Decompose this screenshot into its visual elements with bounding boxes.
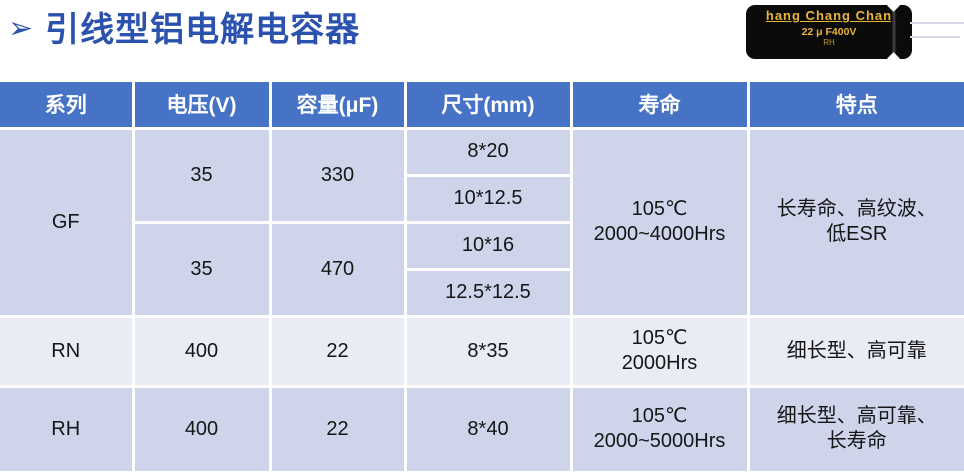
cell-voltage-gf-group2: 35: [133, 220, 272, 318]
arrow-bullet-icon: ➢: [8, 12, 34, 45]
column-header-size: 尺寸(mm): [403, 82, 573, 130]
cell-life-gf: 105℃ 2000~4000Hrs: [569, 126, 750, 318]
cell-capacity-rn: 22: [268, 314, 407, 388]
life-line-2: 2000Hrs: [621, 352, 698, 374]
capacitor-lead-top: [910, 22, 964, 24]
cell-voltage-rh: 400: [131, 384, 272, 471]
life-line-1: 105℃: [631, 405, 688, 428]
capacitor-spec-table: 系列 电压(V) 容量(μF) 尺寸(mm) 寿命 特点 GF 35 330 8…: [0, 82, 964, 471]
table-row-gf-2: 10*12.5: [0, 173, 964, 224]
cell-series-rn: RN: [0, 314, 135, 388]
cell-capacity-rh: 22: [268, 384, 407, 471]
features-line-1: 细长型、高可靠: [786, 339, 927, 362]
table-row-gf-3: 35 470 10*16: [0, 220, 964, 318]
header-row: 系列 电压(V) 容量(μF) 尺寸(mm) 寿命 特点: [0, 82, 964, 130]
capacitor-image: hang Chang Chan 22 μ F400V RH: [718, 4, 964, 62]
features-line-1: 细长型、高可靠、: [776, 405, 937, 428]
features-line-2: 长寿命: [826, 430, 887, 453]
title-row: ➢ 引线型铝电解电容器: [0, 0, 964, 52]
features-line-1: 长寿命、高纹波、: [776, 198, 937, 220]
cell-size-rh: 8*40: [403, 384, 573, 471]
life-line-2: 2000~5000Hrs: [593, 430, 726, 453]
table-row-rn: RN 400 22 8*35 105℃ 2000Hrs 细长型、高可靠: [0, 314, 964, 388]
cell-capacity-gf-group2: 470: [268, 220, 407, 318]
cell-features-rn: 细长型、高可靠: [746, 314, 964, 388]
capacitor-series-text: RH: [823, 38, 835, 47]
table-row-gf-1: GF 35 330 8*20 105℃ 2000~4000Hrs 长寿命、高纹波…: [0, 126, 964, 318]
cell-series-rh: RH: [0, 384, 135, 471]
capacitor-brand-text: hang Chang Chan: [765, 8, 893, 23]
cell-voltage-rn: 400: [131, 314, 272, 388]
features-line-2: 低ESR: [826, 223, 888, 245]
column-header-life: 寿命: [569, 82, 750, 130]
table-row-gf-4: 12.5*12.5: [0, 267, 964, 318]
cell-features-gf: 长寿命、高纹波、 低ESR: [746, 126, 964, 318]
cell-size-rn: 8*35: [403, 314, 573, 388]
capacitor-crimp: [891, 5, 897, 59]
cell-size-gf-4: 12.5*12.5: [405, 267, 571, 318]
column-header-capacity: 容量(μF): [268, 82, 407, 130]
cell-capacity-gf-group1: 330: [268, 126, 407, 224]
cell-life-rn: 105℃ 2000Hrs: [569, 314, 750, 388]
cell-series-gf: GF: [0, 126, 135, 318]
cell-size-gf-1: 8*20: [403, 126, 573, 177]
life-line-1: 105℃: [631, 327, 688, 349]
column-header-series: 系列: [0, 82, 135, 130]
cell-size-gf-3: 10*16: [403, 220, 571, 271]
life-line-1: 105℃: [631, 198, 688, 220]
cell-voltage-gf-group1: 35: [131, 126, 272, 224]
capacitor-body: hang Chang Chan 22 μ F400V RH: [746, 5, 912, 59]
cell-features-rh: 细长型、高可靠、 长寿命: [746, 384, 964, 471]
page-title: 引线型铝电解电容器: [45, 11, 361, 49]
table-row-rh: RH 400 22 8*40 105℃ 2000~5000Hrs 细长型、高可靠…: [0, 384, 964, 471]
capacitor-crimp-notch-bottom: [887, 52, 900, 59]
life-line-2: 2000~4000Hrs: [593, 223, 726, 245]
capacitor-lead-bottom: [910, 36, 960, 38]
column-header-voltage: 电压(V): [131, 82, 272, 130]
cell-size-gf-2: 10*12.5: [405, 173, 571, 224]
column-header-features: 特点: [746, 82, 964, 130]
cell-life-rh: 105℃ 2000~5000Hrs: [569, 384, 750, 471]
slide-header: ➢ 引线型铝电解电容器 hang Chang Chan 22 μ F400V R…: [0, 0, 964, 82]
capacitor-value-text: 22 μ F400V: [801, 26, 857, 38]
